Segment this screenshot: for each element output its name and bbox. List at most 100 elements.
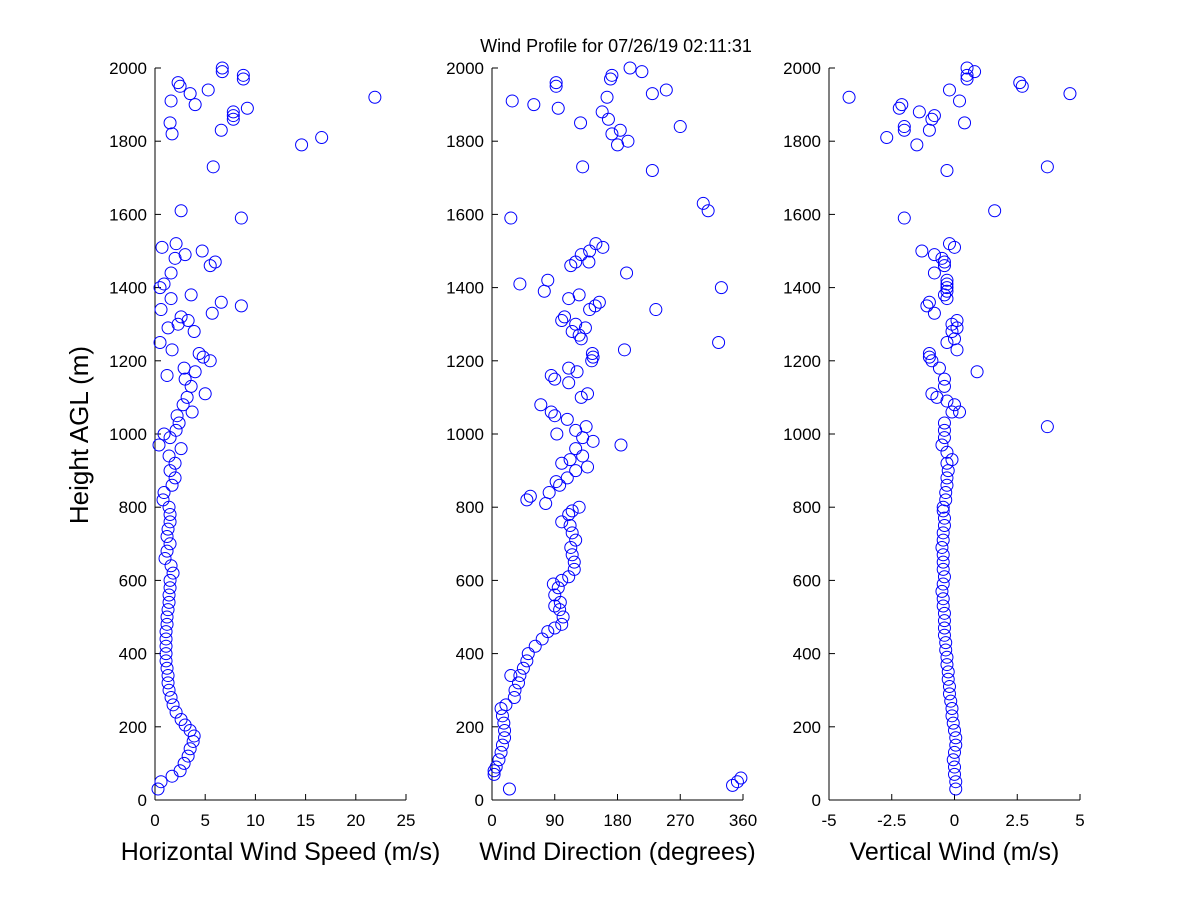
data-point xyxy=(570,365,584,379)
y-tick-label: 1200 xyxy=(109,352,147,371)
data-point xyxy=(940,273,954,287)
data-point xyxy=(922,350,936,364)
data-point xyxy=(162,595,176,609)
data-point xyxy=(504,669,518,683)
data-point xyxy=(940,277,954,291)
data-point xyxy=(498,731,512,745)
data-point xyxy=(582,255,596,269)
data-point xyxy=(940,394,954,408)
data-point xyxy=(562,361,576,375)
data-point xyxy=(649,303,663,317)
data-point xyxy=(214,295,228,309)
data-point xyxy=(184,379,198,393)
data-point xyxy=(936,555,950,569)
y-tick-label: 1400 xyxy=(109,279,147,298)
data-point xyxy=(569,442,583,456)
data-point xyxy=(920,299,934,313)
data-point xyxy=(605,127,619,141)
data-point xyxy=(949,782,963,796)
data-point xyxy=(936,592,950,606)
x-tick-label: 0 xyxy=(150,811,159,830)
figure-title: Wind Profile for 07/26/19 02:11:31 xyxy=(480,36,752,56)
data-point xyxy=(562,508,576,522)
data-point xyxy=(165,127,179,141)
data-point xyxy=(523,489,537,503)
data-point xyxy=(940,292,954,306)
data-point xyxy=(170,409,184,423)
data-point xyxy=(910,138,924,152)
data-point xyxy=(960,72,974,86)
data-point xyxy=(659,83,673,97)
horizontal-wind-speed-panel: 0 5 10 15 20 25 0 200 400 600 800 1000 1200 1400 1600 1… xyxy=(109,59,440,866)
y-tick-label: 2000 xyxy=(109,59,147,78)
y-tick-label: 200 xyxy=(456,718,484,737)
data-point xyxy=(162,449,176,463)
data-point xyxy=(206,160,220,174)
data-point xyxy=(940,163,954,177)
data-point xyxy=(949,731,963,745)
data-point xyxy=(234,211,248,225)
data-point xyxy=(940,478,954,492)
data-point xyxy=(164,94,178,108)
data-point xyxy=(581,460,595,474)
data-point xyxy=(937,255,951,269)
data-point xyxy=(613,123,627,137)
x-tick-label: 270 xyxy=(666,811,694,830)
data-point xyxy=(572,500,586,514)
data-point xyxy=(925,354,939,368)
data-point xyxy=(948,760,961,774)
y-tick-label: 1800 xyxy=(446,132,484,151)
data-point xyxy=(574,390,588,404)
y-tick-label: 1600 xyxy=(446,205,484,224)
data-point xyxy=(183,742,197,756)
wind-direction-panel: 0 90 180 270 360 0 200 400 600 800 1000 1200 1400 160… xyxy=(446,59,757,866)
data-point xyxy=(932,361,946,375)
data-point xyxy=(203,354,217,368)
data-point xyxy=(937,423,951,437)
data-point xyxy=(942,83,956,97)
data-point xyxy=(555,456,569,470)
data-point xyxy=(578,321,592,335)
data-point xyxy=(701,204,715,218)
data-point xyxy=(614,438,628,452)
data-point xyxy=(960,61,974,75)
data-point xyxy=(159,625,173,639)
data-point xyxy=(160,544,174,558)
data-point xyxy=(946,716,960,730)
data-point xyxy=(495,738,509,752)
data-point xyxy=(544,368,558,382)
data-point xyxy=(581,387,595,401)
data-point xyxy=(161,676,175,690)
data-point xyxy=(489,760,503,774)
data-point xyxy=(171,76,185,90)
data-point xyxy=(569,464,583,478)
data-point xyxy=(195,244,209,258)
data-point xyxy=(940,281,954,295)
data-point xyxy=(927,266,941,280)
data-point xyxy=(940,445,954,459)
data-point xyxy=(555,573,569,587)
data-point xyxy=(551,101,565,115)
data-point xyxy=(734,771,748,785)
y-tick-label: 0 xyxy=(475,791,484,810)
data-point xyxy=(563,453,577,467)
data-point xyxy=(912,105,926,119)
data-point xyxy=(236,72,250,86)
data-point xyxy=(953,94,967,108)
data-point xyxy=(181,314,195,328)
data-point xyxy=(544,405,558,419)
data-point xyxy=(196,350,210,364)
data-point xyxy=(937,416,951,430)
data-point xyxy=(201,83,215,97)
x-axis-label: Vertical Wind (m/s) xyxy=(850,838,1060,866)
vertical-wind-panel: -5 -2.5 0 2.5 5 0 200 400 600 800 1000 1200 1400 1600… xyxy=(783,59,1085,866)
data-point xyxy=(534,398,548,412)
data-point xyxy=(560,412,574,426)
data-point xyxy=(516,661,530,675)
data-point xyxy=(936,548,950,562)
data-point xyxy=(165,478,179,492)
data-point xyxy=(162,683,176,697)
x-tick-label: 15 xyxy=(296,811,315,830)
data-point xyxy=(937,621,951,635)
y-tick-label: 1000 xyxy=(446,425,484,444)
